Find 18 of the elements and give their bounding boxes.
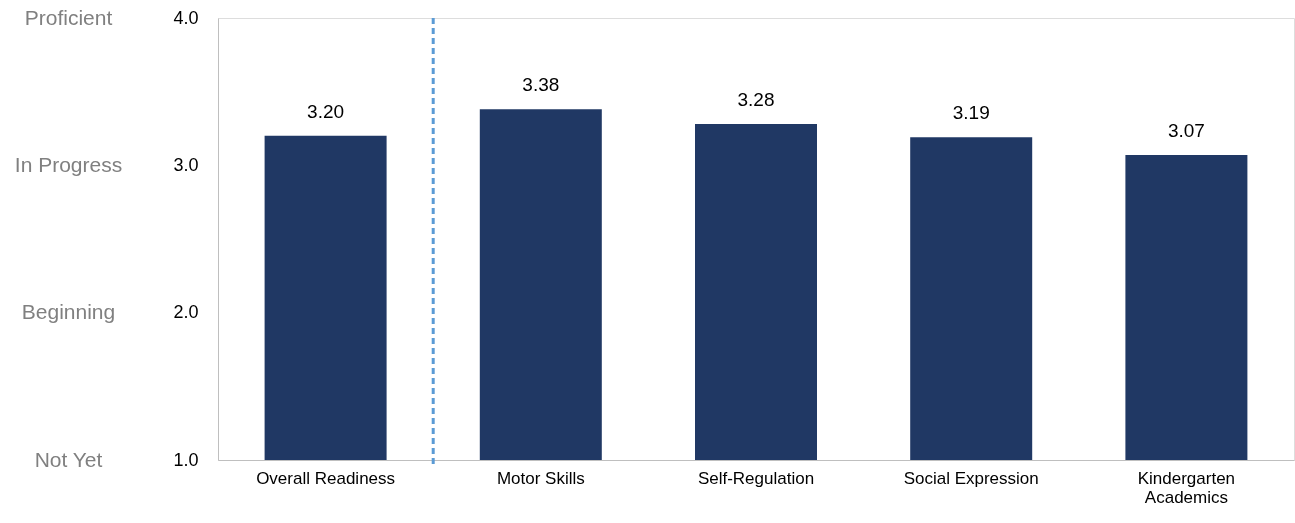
y-tick-label: 1.0	[173, 449, 199, 470]
x-tick-label: Overall Readiness	[256, 468, 396, 488]
data-label: 3.19	[952, 102, 990, 124]
y-tick-label: 2.0	[173, 302, 199, 323]
y-tick-label: 3.0	[173, 154, 199, 175]
data-label: 3.28	[737, 89, 775, 111]
data-label: 3.38	[522, 74, 560, 96]
x-tick-label: Kindergarten Academics	[1137, 468, 1236, 507]
x-tick-label: Motor Skills	[496, 468, 585, 488]
x-tick-label: Self-Regulation	[697, 468, 815, 488]
y-tick-label: 4.0	[173, 7, 199, 28]
x-tick-label: Social Expression	[903, 468, 1039, 488]
data-label: 3.07	[1167, 120, 1205, 142]
data-label: 3.20	[307, 100, 345, 122]
category-label: Proficient	[24, 5, 113, 29]
category-label: Not Yet	[34, 447, 103, 471]
category-label: Beginning	[21, 300, 116, 324]
category-label: In Progress	[14, 152, 123, 176]
